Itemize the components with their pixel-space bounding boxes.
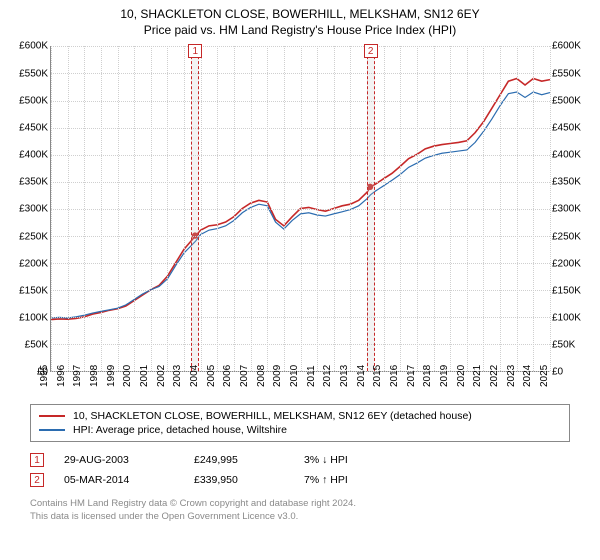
x-axis-label: 2009: [272, 365, 283, 387]
footer-line-2: This data is licensed under the Open Gov…: [30, 511, 570, 523]
sale-price: £339,950: [194, 474, 284, 486]
y-axis-label-right: £250K: [552, 231, 592, 242]
x-axis-label: 2018: [422, 365, 433, 387]
x-axis-label: 2019: [439, 365, 450, 387]
x-axis-label: 2007: [239, 365, 250, 387]
title-line-1: 10, SHACKLETON CLOSE, BOWERHILL, MELKSHA…: [0, 6, 600, 22]
y-axis-label-left: £200K: [8, 258, 48, 269]
y-axis-label-right: £100K: [552, 313, 592, 324]
x-axis-label: 2023: [506, 365, 517, 387]
sale-index-badge: 1: [30, 453, 44, 467]
x-axis-label: 2008: [256, 365, 267, 387]
x-axis-label: 2013: [339, 365, 350, 387]
x-axis-label: 2022: [489, 365, 500, 387]
x-axis-label: 1996: [56, 365, 67, 387]
y-axis-label-left: £350K: [8, 177, 48, 188]
legend: 10, SHACKLETON CLOSE, BOWERHILL, MELKSHA…: [30, 404, 570, 442]
y-axis-label-right: £350K: [552, 177, 592, 188]
y-axis-label-left: £600K: [8, 41, 48, 52]
y-axis-label-right: £200K: [552, 258, 592, 269]
y-axis-label-right: £300K: [552, 204, 592, 215]
sale-marker-band: [367, 46, 375, 371]
y-axis-label-left: £100K: [8, 313, 48, 324]
sale-hpi-delta: 7% ↑ HPI: [304, 474, 384, 486]
sale-price: £249,995: [194, 454, 284, 466]
sale-date: 29-AUG-2003: [64, 454, 174, 466]
x-axis-label: 2025: [539, 365, 550, 387]
sale-hpi-delta: 3% ↓ HPI: [304, 454, 384, 466]
x-axis-label: 2000: [122, 365, 133, 387]
chart-title-block: 10, SHACKLETON CLOSE, BOWERHILL, MELKSHA…: [0, 0, 600, 38]
x-axis-label: 2011: [306, 366, 317, 388]
x-axis-label: 2004: [189, 365, 200, 387]
x-axis-label: 2017: [406, 365, 417, 387]
y-axis-label-right: £550K: [552, 68, 592, 79]
y-axis-label-right: £400K: [552, 150, 592, 161]
y-axis-label-right: £600K: [552, 41, 592, 52]
x-axis-label: 2001: [139, 365, 150, 387]
chart-area: £0 £50K £100K £150K £200K £250K £300K £350K £400…: [8, 42, 592, 398]
x-axis-label: 1999: [106, 365, 117, 387]
legend-label: HPI: Average price, detached house, Wilt…: [73, 424, 287, 436]
x-axis-label: 2010: [289, 365, 300, 387]
x-axis-label: 2021: [472, 365, 483, 387]
y-axis-label-left: £300K: [8, 204, 48, 215]
legend-row: 10, SHACKLETON CLOSE, BOWERHILL, MELKSHA…: [39, 409, 561, 423]
footer-line-1: Contains HM Land Registry data © Crown c…: [30, 498, 570, 510]
x-axis-label: 2015: [372, 365, 383, 387]
x-axis-label: 2006: [222, 365, 233, 387]
y-axis-label-left: £550K: [8, 68, 48, 79]
y-axis-label-right: £50K: [552, 340, 592, 351]
sales-table-row: 2 05-MAR-2014 £339,950 7% ↑ HPI: [30, 470, 570, 490]
sale-index-badge: 2: [30, 473, 44, 487]
sale-marker-tag: 1: [188, 44, 202, 58]
x-axis-label: 2002: [156, 365, 167, 387]
x-axis-label: 2003: [172, 365, 183, 387]
y-axis-label-left: £500K: [8, 95, 48, 106]
plot-area: 12: [50, 46, 550, 372]
x-axis-label: 1998: [89, 365, 100, 387]
sale-marker-tag: 2: [364, 44, 378, 58]
y-axis-label-right: £450K: [552, 122, 592, 133]
x-axis-label: 1995: [39, 365, 50, 387]
sale-date: 05-MAR-2014: [64, 474, 174, 486]
x-axis-label: 2024: [522, 365, 533, 387]
y-axis-label-left: £400K: [8, 150, 48, 161]
y-axis-label-left: £450K: [8, 122, 48, 133]
y-axis-label-left: £250K: [8, 231, 48, 242]
y-axis-label-right: £0: [552, 367, 592, 378]
x-axis-label: 2016: [389, 365, 400, 387]
title-line-2: Price paid vs. HM Land Registry's House …: [0, 22, 600, 38]
x-axis-label: 2020: [456, 365, 467, 387]
legend-row: HPI: Average price, detached house, Wilt…: [39, 423, 561, 437]
x-axis-label: 2012: [322, 365, 333, 387]
attribution-footer: Contains HM Land Registry data © Crown c…: [30, 498, 570, 523]
y-axis-label-left: £50K: [8, 340, 48, 351]
sales-table: 1 29-AUG-2003 £249,995 3% ↓ HPI 2 05-MAR-2014…: [30, 450, 570, 490]
x-axis-label: 1997: [72, 365, 83, 387]
sale-marker-band: [191, 46, 199, 371]
x-axis-label: 2014: [356, 365, 367, 387]
legend-swatch: [39, 415, 65, 417]
legend-label: 10, SHACKLETON CLOSE, BOWERHILL, MELKSHA…: [73, 410, 472, 422]
sales-table-row: 1 29-AUG-2003 £249,995 3% ↓ HPI: [30, 450, 570, 470]
y-axis-label-left: £150K: [8, 285, 48, 296]
y-axis-label-right: £500K: [552, 95, 592, 106]
x-axis-label: 2005: [206, 365, 217, 387]
y-axis-label-right: £150K: [552, 285, 592, 296]
legend-swatch: [39, 429, 65, 431]
